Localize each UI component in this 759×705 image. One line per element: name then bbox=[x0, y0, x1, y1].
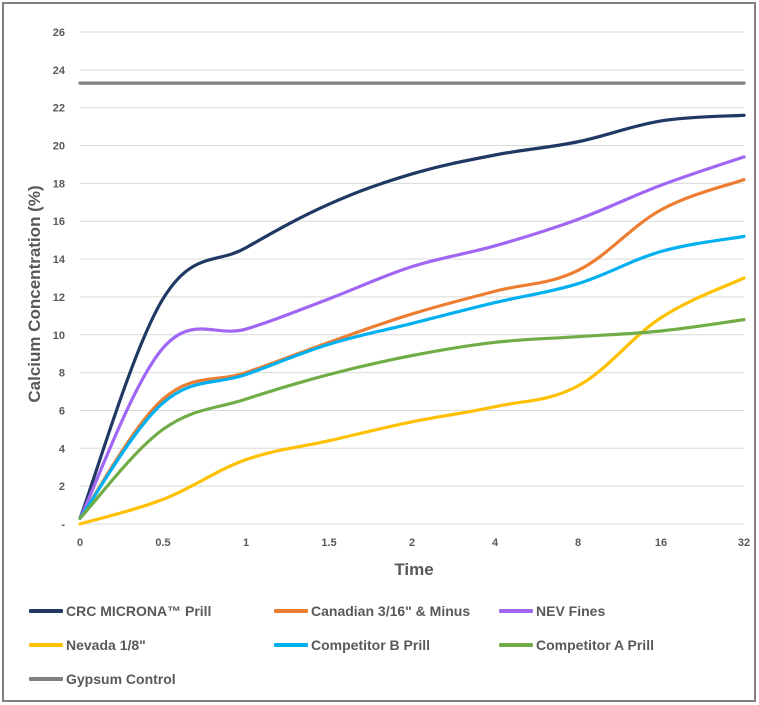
x-tick-label: 4 bbox=[492, 537, 499, 549]
legend-swatch bbox=[29, 609, 63, 613]
legend-item: CRC MICRONA™ Prill bbox=[29, 601, 211, 621]
y-tick-label: 2 bbox=[59, 481, 65, 493]
y-tick-label: 22 bbox=[53, 103, 65, 115]
y-tick-label: 24 bbox=[53, 65, 66, 77]
legend-item: NEV Fines bbox=[499, 601, 605, 621]
x-tick-label: 8 bbox=[575, 537, 581, 549]
x-tick-label: 1.5 bbox=[321, 537, 336, 549]
x-tick-label: 32 bbox=[738, 537, 750, 549]
legend-item: Gypsum Control bbox=[29, 669, 176, 689]
series-line-competitor-b-prill bbox=[78, 234, 746, 520]
x-tick-label: 2 bbox=[409, 537, 415, 549]
x-tick-label: 0 bbox=[77, 537, 83, 549]
legend-label: Competitor A Prill bbox=[536, 637, 654, 653]
legend-item: Competitor A Prill bbox=[499, 635, 654, 655]
legend-label: Canadian 3/16" & Minus bbox=[311, 603, 471, 619]
series-line-canadian-3-16-minus bbox=[78, 178, 746, 520]
legend-item: Nevada 1/8" bbox=[29, 635, 146, 655]
legend-swatch bbox=[274, 609, 308, 613]
y-tick-label: 8 bbox=[59, 368, 65, 380]
y-tick-label: - bbox=[61, 519, 65, 531]
series-lines bbox=[78, 81, 746, 526]
legend-label: Gypsum Control bbox=[66, 671, 176, 687]
y-tick-label: 16 bbox=[53, 216, 65, 228]
x-tick-label: 16 bbox=[655, 537, 667, 549]
y-tick-label: 12 bbox=[53, 292, 65, 304]
legend-swatch bbox=[499, 643, 533, 647]
series-line-crc-microna-prill bbox=[78, 113, 746, 520]
legend-swatch bbox=[29, 643, 63, 647]
y-axis-title: Calcium Concentration (%) bbox=[25, 185, 44, 402]
legend-label: NEV Fines bbox=[536, 603, 606, 619]
y-tick-label: 6 bbox=[59, 405, 65, 417]
legend-label: Nevada 1/8" bbox=[66, 637, 146, 653]
legend-item: Competitor B Prill bbox=[274, 635, 430, 655]
y-tick-label: 18 bbox=[53, 178, 65, 190]
x-axis-ticks: 0 0.5 1 1.5 2 4 8 16 32 bbox=[77, 537, 750, 549]
grid-lines bbox=[80, 31, 744, 525]
legend-label: Competitor B Prill bbox=[311, 637, 431, 653]
legend-swatch bbox=[274, 643, 308, 647]
y-tick-label: 26 bbox=[53, 27, 65, 39]
legend-item: Canadian 3/16" & Minus bbox=[274, 601, 470, 621]
y-tick-label: 14 bbox=[53, 254, 66, 266]
legend-label: CRC MICRONA™ Prill bbox=[66, 603, 212, 619]
legend-swatch bbox=[29, 677, 63, 681]
x-tick-label: 1 bbox=[243, 537, 249, 549]
x-axis-title: Time bbox=[394, 560, 433, 579]
y-tick-label: 10 bbox=[53, 330, 65, 342]
x-tick-label: 0.5 bbox=[155, 537, 170, 549]
y-tick-label: 20 bbox=[53, 141, 65, 153]
series-line-nev-fines bbox=[78, 155, 746, 520]
series-line-competitor-a-prill bbox=[78, 318, 746, 520]
legend-swatch bbox=[499, 609, 533, 613]
y-tick-label: 4 bbox=[59, 443, 66, 455]
series-line-nevada-1-8 bbox=[78, 276, 746, 526]
